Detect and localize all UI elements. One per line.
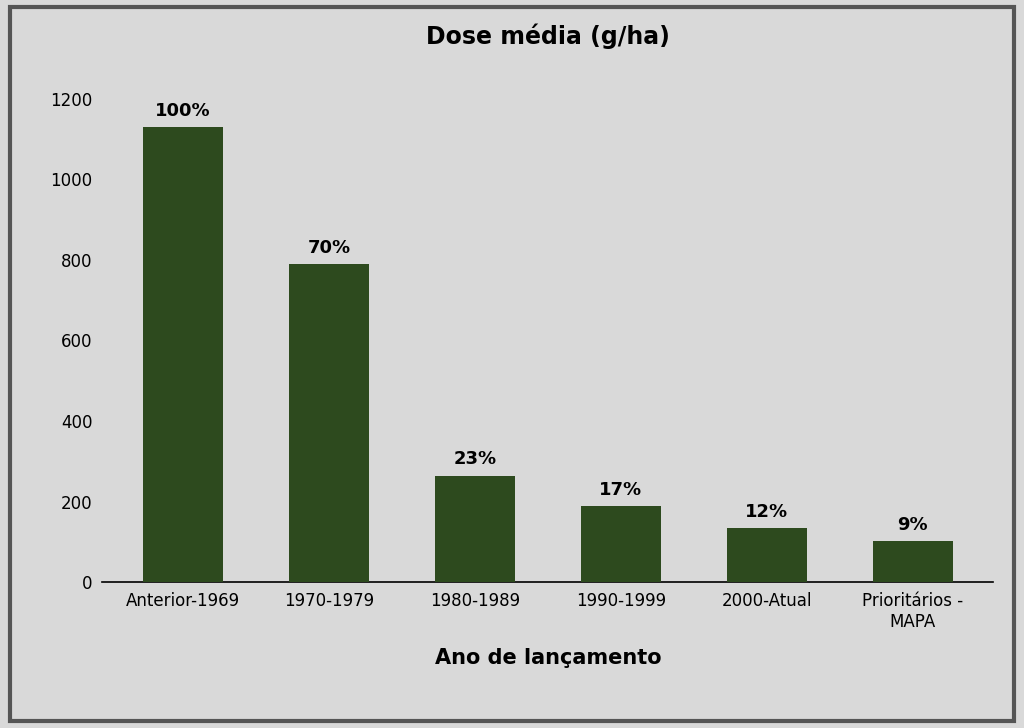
Bar — [872, 541, 952, 582]
Text: 70%: 70% — [307, 239, 350, 256]
Title: Dose média (g/ha): Dose média (g/ha) — [426, 24, 670, 50]
Bar — [581, 506, 660, 582]
Bar — [435, 475, 515, 582]
Text: 17%: 17% — [599, 480, 642, 499]
Text: 23%: 23% — [454, 451, 497, 468]
Text: 9%: 9% — [897, 515, 928, 534]
X-axis label: Ano de lançamento: Ano de lançamento — [434, 648, 662, 668]
Text: 12%: 12% — [745, 503, 788, 521]
Bar — [727, 528, 807, 582]
Bar — [143, 127, 223, 582]
Bar — [289, 264, 369, 582]
Text: 100%: 100% — [156, 101, 211, 119]
